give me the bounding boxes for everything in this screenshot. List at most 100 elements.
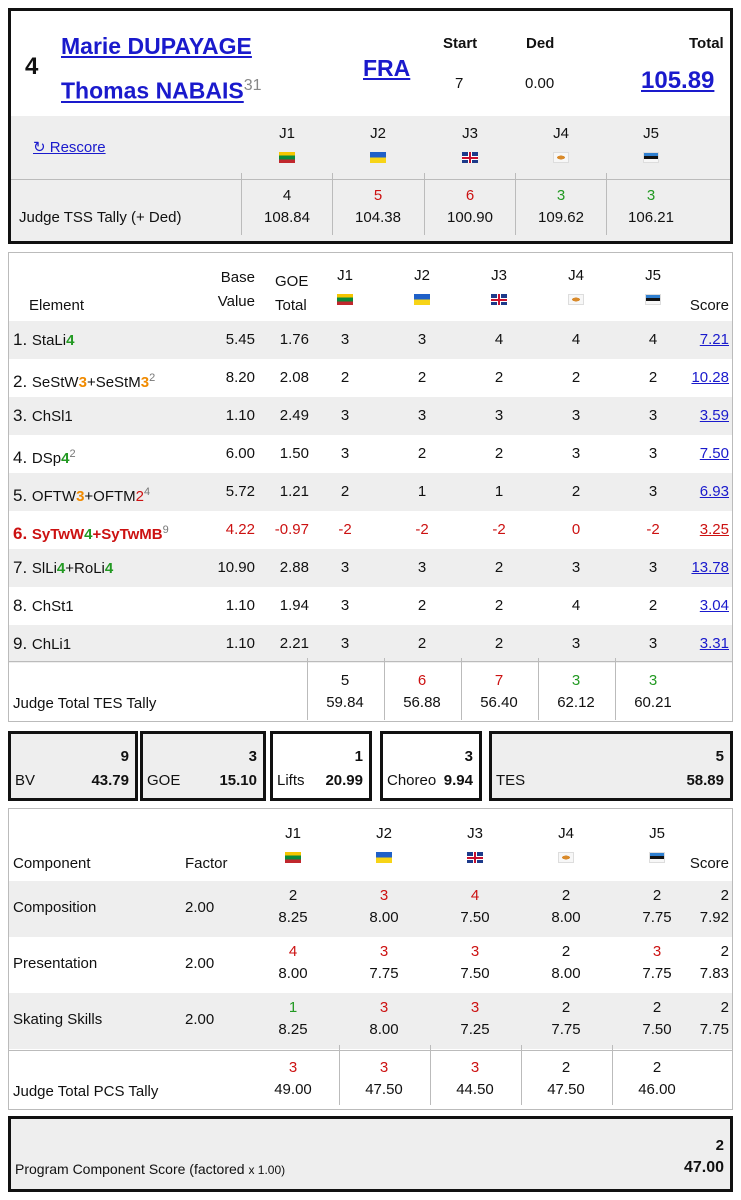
judge-goe: 3 xyxy=(340,635,350,652)
judge-goe: 2 xyxy=(340,483,350,500)
table-row: 2. SeStW3+SeStM32 8.20 2.08 2 2 2 2 2 10.28 xyxy=(9,359,732,397)
judge-goe: 3 xyxy=(571,445,581,462)
total-value[interactable]: 105.89 xyxy=(641,67,715,94)
nation-link[interactable]: FRA xyxy=(363,55,411,81)
judge-goe: 3 xyxy=(648,483,658,500)
component-judge-rank: 2 xyxy=(561,887,571,904)
rescore-link[interactable]: ↻ Rescore xyxy=(33,139,106,156)
element-code-part: 4 xyxy=(84,526,93,543)
col-base-1: Base xyxy=(220,269,255,286)
divider xyxy=(9,661,732,662)
tally-score: 60.21 xyxy=(634,694,672,711)
pcs-total-label: Program Component Score (factored xyxy=(15,1161,245,1177)
table-row: 8. ChSt1 1.10 1.94 3 2 2 4 2 3.04 xyxy=(9,587,732,625)
judge-label-5: J5 xyxy=(643,125,659,142)
component-judge-rank: 4 xyxy=(470,887,480,904)
element-code-part: +OFTM xyxy=(84,488,136,505)
element-number: 9. xyxy=(13,634,32,653)
element-number: 1. xyxy=(13,330,32,349)
divider xyxy=(307,658,308,720)
start-value: 7 xyxy=(455,75,464,92)
judge-goe: -2 xyxy=(492,521,506,538)
element-number: 8. xyxy=(13,596,32,615)
table-row: Presentation 2.00 4 8.00 3 7.75 3 7.50 2 8.00 3 7.7… xyxy=(9,937,732,993)
tally-score: 47.50 xyxy=(547,1081,585,1098)
summary-rank: 3 xyxy=(464,748,473,765)
lithuania-flag-icon xyxy=(285,852,301,863)
component-judge-rank: 3 xyxy=(379,887,389,904)
component-judge-score: 8.00 xyxy=(369,909,399,926)
component-judge-score: 7.50 xyxy=(460,909,490,926)
element-code-part: StaLi xyxy=(31,332,67,349)
element-code-part: 4 xyxy=(66,332,75,349)
element-name-cell: 6. SyTwW4+SyTwMB9 xyxy=(13,511,169,549)
element-code-part: ChSl1 xyxy=(31,408,73,425)
divider xyxy=(430,1045,431,1105)
base-value: 5.72 xyxy=(225,483,255,500)
element-name-cell: 7. SlLi4+RoLi4 xyxy=(13,549,113,587)
element-number: 3. xyxy=(13,406,32,425)
judge-label-4: J4 xyxy=(558,825,574,842)
element-number: 2. xyxy=(13,372,32,391)
tally-score: 106.21 xyxy=(628,209,674,226)
judge-goe: 0 xyxy=(571,521,581,538)
element-code-part: 3 xyxy=(76,488,85,505)
judge-goe: 3 xyxy=(648,407,658,424)
total-label: Total xyxy=(689,35,724,52)
col-goe-2: Total xyxy=(275,297,307,314)
goe-total: -0.97 xyxy=(274,521,309,538)
component-judge-score: 7.25 xyxy=(460,1021,490,1038)
element-score-link[interactable]: 3.04 xyxy=(699,597,729,614)
component-judge-score: 7.75 xyxy=(369,965,399,982)
rank-number: 4 xyxy=(25,53,39,80)
element-score-link[interactable]: 6.93 xyxy=(699,483,729,500)
table-row: 1. StaLi4 5.45 1.76 3 3 4 4 4 7.21 xyxy=(9,321,732,359)
cyprus-flag-icon xyxy=(558,852,574,863)
judge-goe: 3 xyxy=(417,407,427,424)
component-judge-score: 8.00 xyxy=(551,965,581,982)
element-code-part: 2 xyxy=(135,488,144,505)
element-score-link[interactable]: 3.59 xyxy=(699,407,729,424)
element-score-link[interactable]: 10.28 xyxy=(691,369,729,386)
pcs-total-factor: x 1.00) xyxy=(248,1163,286,1177)
summary-rank: 3 xyxy=(248,748,257,765)
judge-goe: 2 xyxy=(417,597,427,614)
element-score-link[interactable]: 3.31 xyxy=(699,635,729,652)
judge-goe: -2 xyxy=(646,521,660,538)
table-row: 6. SyTwW4+SyTwMB9 4.22 -0.97 -2 -2 -2 0 -2 3.25 xyxy=(9,511,732,549)
component-judge-rank: 2 xyxy=(652,887,662,904)
summary-box-goe: 3 GOE 15.10 xyxy=(140,731,266,801)
pcs-tally-label: Judge Total PCS Tally xyxy=(13,1083,159,1100)
judge-goe: 3 xyxy=(340,445,350,462)
element-code-part: 4 xyxy=(56,560,66,577)
goe-total: 2.49 xyxy=(279,407,309,424)
component-judge-score: 8.25 xyxy=(278,909,308,926)
base-value: 4.22 xyxy=(225,521,255,538)
summary-value: 20.99 xyxy=(325,772,363,789)
summary-rank: 5 xyxy=(715,748,724,765)
judge-goe: 2 xyxy=(417,445,427,462)
skater-name-1[interactable]: Marie DUPAYAGE xyxy=(61,33,252,59)
element-score-link[interactable]: 3.25 xyxy=(699,521,729,538)
element-score-link[interactable]: 7.21 xyxy=(699,331,729,348)
summary-value: 43.79 xyxy=(91,772,129,789)
component-judge-rank: 3 xyxy=(652,943,662,960)
judge-goe: 3 xyxy=(340,559,350,576)
divider xyxy=(384,658,385,720)
uk-flag-icon xyxy=(491,294,507,305)
summary-value: 9.94 xyxy=(443,772,473,789)
tally-rank: 6 xyxy=(465,187,475,204)
component-factor: 2.00 xyxy=(185,955,215,972)
element-score-link[interactable]: 13.78 xyxy=(691,559,729,576)
goe-total: 2.08 xyxy=(279,369,309,386)
judge-label-1: J1 xyxy=(279,125,295,142)
component-judge-score: 8.00 xyxy=(369,1021,399,1038)
skater-name-2[interactable]: Thomas NABAIS xyxy=(61,77,244,104)
judge-goe: 3 xyxy=(340,407,350,424)
tally-rank: 3 xyxy=(646,187,656,204)
element-score-link[interactable]: 7.50 xyxy=(699,445,729,462)
component-final-rank: 2 xyxy=(720,943,729,960)
component-judge-score: 7.50 xyxy=(460,965,490,982)
element-sup: 9 xyxy=(162,524,169,536)
tes-tally-label: Judge Total TES Tally xyxy=(13,695,157,712)
